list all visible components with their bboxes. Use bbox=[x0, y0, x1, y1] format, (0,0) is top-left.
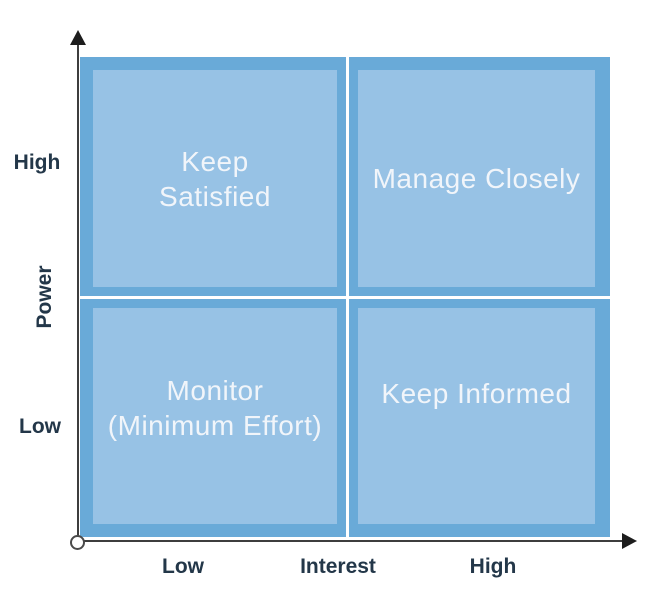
x-axis-title: Interest bbox=[300, 555, 376, 578]
y-axis-arrowhead-icon bbox=[70, 30, 86, 45]
x-axis-arrowhead-icon bbox=[622, 533, 637, 549]
quadrant-keep-informed: Keep Informed bbox=[349, 299, 610, 537]
quadrant-label: Manage Closely bbox=[372, 163, 581, 194]
quadrant-monitor-panel: Monitor (Minimum Effort) bbox=[93, 308, 337, 524]
quadrant-manage-closely-panel: Manage Closely bbox=[358, 70, 595, 287]
quadrant-keep-satisfied-panel: Keep Satisfied bbox=[93, 70, 337, 287]
x-axis-high-label: High bbox=[469, 555, 517, 578]
quadrant-matrix: Keep Satisfied Manage Closely Monitor (M… bbox=[80, 57, 610, 537]
y-axis-low-label: Low bbox=[19, 415, 61, 438]
quadrant-label: Monitor (Minimum Effort) bbox=[107, 375, 323, 441]
quadrant-keep-informed-panel: Keep Informed bbox=[358, 308, 595, 524]
x-axis-line bbox=[78, 540, 622, 542]
x-axis-low-label: Low bbox=[162, 555, 204, 578]
y-axis-title: Power bbox=[33, 265, 56, 329]
quadrant-label: Keep Informed bbox=[381, 377, 572, 409]
origin-point bbox=[70, 535, 85, 550]
quadrant-manage-closely: Manage Closely bbox=[349, 57, 610, 296]
quadrant-label: Keep Satisfied bbox=[159, 145, 271, 212]
quadrant-keep-satisfied: Keep Satisfied bbox=[80, 57, 346, 296]
quadrant-monitor: Monitor (Minimum Effort) bbox=[80, 299, 346, 537]
y-axis-line bbox=[77, 42, 79, 542]
y-axis-high-label: High bbox=[13, 151, 61, 174]
